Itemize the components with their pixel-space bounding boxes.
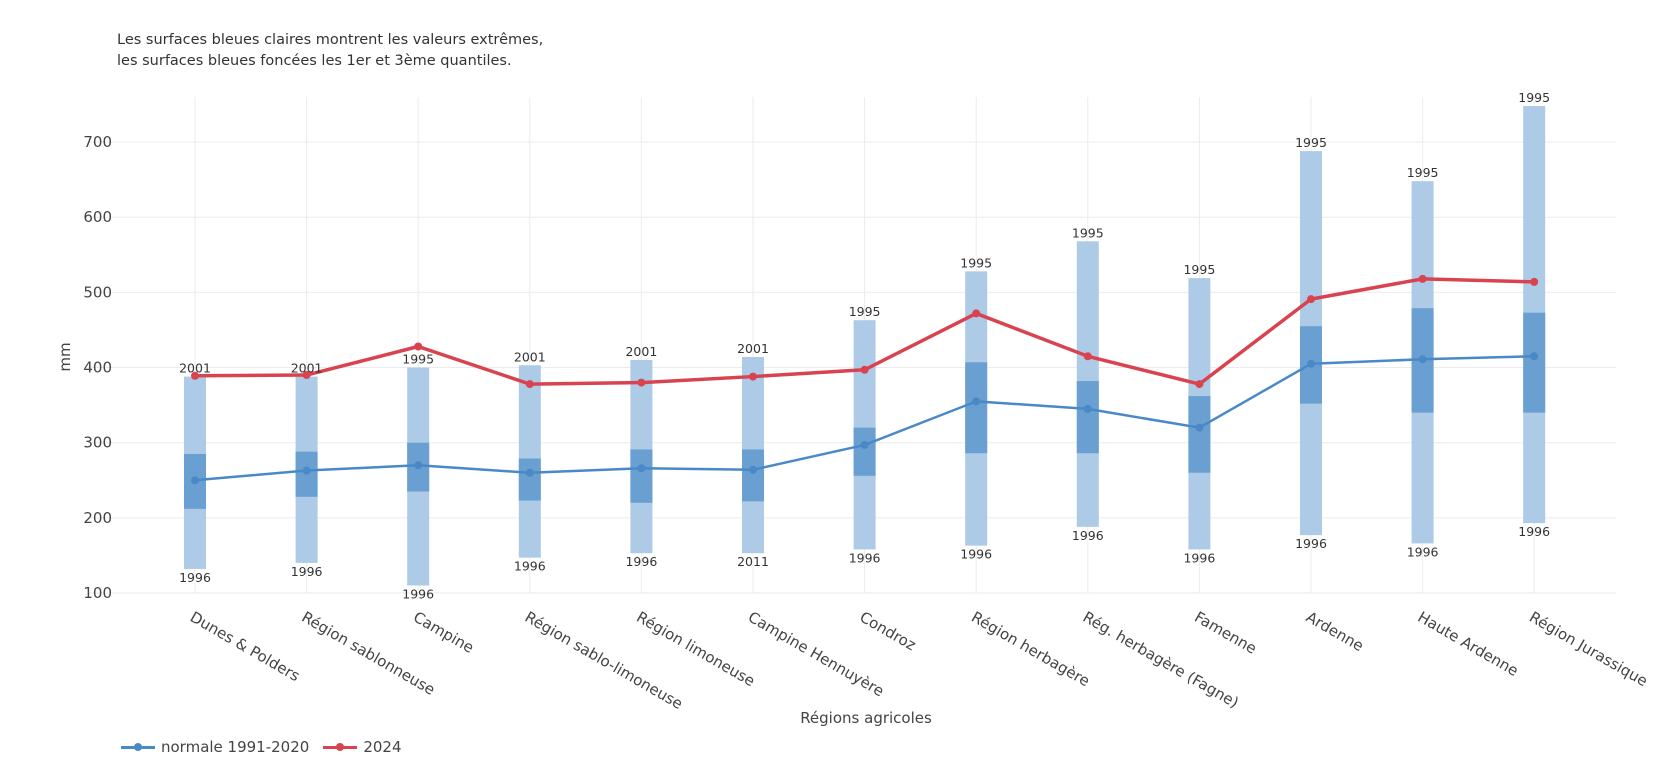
series-normale-point [414,461,423,470]
max-year-label: 1995 [402,352,434,367]
min-year-label: 1996 [1295,536,1327,551]
y-tick-label: 500 [83,283,112,301]
series-2024-point [1195,380,1204,389]
series-normale-point [302,466,311,475]
series-normale-point [1418,355,1427,364]
series-lines [191,274,1539,485]
x-tick-label: Région Jurassique [1526,608,1651,690]
max-year-label: 2001 [514,349,546,364]
legend: normale 1991-2020 2024 [121,738,416,756]
max-year-label: 1995 [1072,225,1104,240]
x-axis-title: Régions agricoles [800,709,932,727]
legend-swatch-normale [121,740,155,754]
min-year-label: 1996 [402,586,434,601]
series-normale-point [1307,359,1315,368]
y-tick-label: 400 [83,359,112,377]
series-2024-point [1083,352,1092,361]
min-year-label: 1996 [514,559,546,574]
x-tick-label: Ardenne [1303,608,1367,655]
quartile-range-bar [853,427,876,476]
series-2024-point [191,371,199,380]
series-2024-point [302,371,311,380]
chart-subtitle: Les surfaces bleues claires montrent les… [117,30,543,72]
quartile-range-bar [1523,312,1546,413]
max-year-label: 1995 [960,255,992,270]
legend-label-normale: normale 1991-2020 [161,738,310,756]
series-normale-point [860,440,869,449]
series-normale-point [1083,404,1092,413]
series-2024-point [972,309,981,318]
year-labels: 2001 1996 2001 1996 1995 1996 2001 1996 2001 1996… [179,90,1550,601]
quartile-range-bar [1076,381,1099,454]
x-tick-label: Famenne [1191,608,1259,658]
max-year-label: 1995 [1518,90,1550,105]
max-year-label: 1995 [1183,262,1215,277]
max-year-label: 2001 [625,344,657,359]
series-normale-point [525,468,534,477]
max-year-label: 2001 [291,361,323,376]
series-2024-point [1307,295,1315,304]
series-normale-point [191,476,199,485]
min-year-label: 1996 [1518,524,1550,539]
legend-item-2024[interactable]: 2024 [323,738,402,756]
max-year-label: 1995 [1295,135,1327,150]
min-year-label: 2011 [737,554,769,569]
series-2024-point [414,342,423,351]
max-year-label: 1995 [849,304,881,319]
max-year-label: 2001 [179,361,211,376]
min-year-label: 1996 [291,564,323,579]
min-year-label: 1996 [1072,528,1104,543]
series-2024-point [1530,277,1539,286]
y-tick-label: 300 [83,434,112,452]
min-year-label: 1996 [1183,550,1215,565]
max-year-label: 2001 [737,341,769,356]
legend-item-normale[interactable]: normale 1991-2020 [121,738,309,756]
series-normale-point [637,464,646,473]
quartile-range-bar [1188,396,1211,473]
quartile-range-bar [742,449,764,502]
axes: 100 200 300 400 500 600 700 Dunes & Polders Régi… [56,133,1651,727]
series-2024-point [1418,274,1427,283]
x-tick-label: Haute Ardenne [1415,608,1522,680]
series-normale-point [749,465,757,474]
x-tick-label: Dunes & Polders [187,608,303,685]
series-normale-point [1530,352,1539,361]
min-year-label: 1996 [625,554,657,569]
min-year-label: 1996 [849,550,881,565]
series-2024-point [860,365,869,374]
y-tick-label: 100 [83,584,112,602]
legend-label-2024: 2024 [363,738,402,756]
series-2024-point [749,372,757,381]
min-year-label: 1996 [1407,544,1439,559]
series-normale-point [1195,423,1204,432]
subtitle-line-1: Les surfaces bleues claires montrent les… [117,32,544,48]
series-2024-point [637,378,646,387]
y-tick-label: 700 [83,133,112,151]
x-tick-label: Région herbagère [968,608,1093,690]
y-axis-title: mm [56,342,74,371]
quartile-range-bar [630,449,653,503]
series-2024-point [525,380,534,389]
min-year-label: 1996 [179,570,211,585]
min-year-label: 1996 [960,547,992,562]
y-tick-label: 200 [83,509,112,527]
series-normale-point [972,397,981,406]
quartile-range-bar [518,458,541,501]
legend-swatch-2024 [323,740,358,754]
max-year-label: 1995 [1407,165,1439,180]
quartile-range-bar [965,362,988,454]
x-tick-label: Campine [410,608,477,657]
x-tick-label: Condroz [857,608,919,654]
subtitle-line-2: les surfaces bleues foncées les 1er et 3… [117,53,512,69]
y-tick-label: 600 [83,208,112,226]
